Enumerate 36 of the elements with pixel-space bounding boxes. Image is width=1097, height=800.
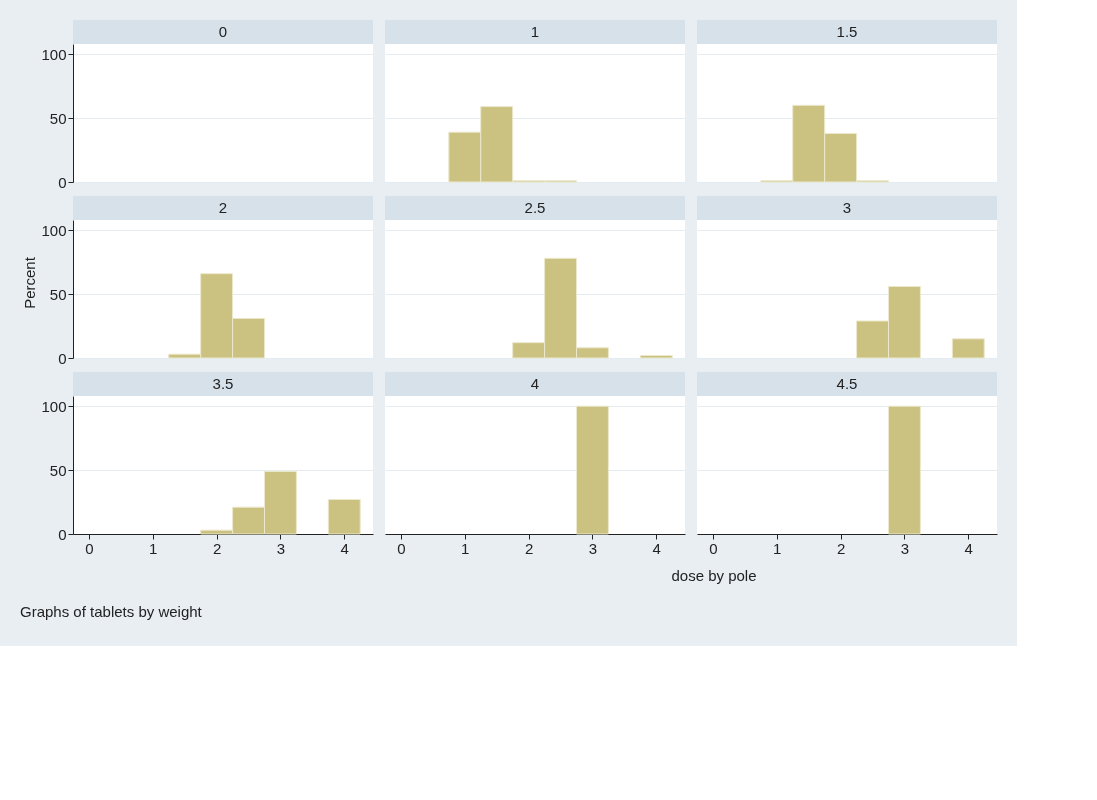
x-tick-label: 4	[652, 539, 661, 557]
x-tick-label: 4	[340, 539, 349, 557]
y-tick-label: 50	[49, 461, 67, 479]
y-tick-label: 0	[58, 173, 67, 191]
y-tick-label: 50	[49, 109, 67, 127]
chart-title: 1.5	[836, 23, 858, 40]
x-tick-label: 1	[461, 539, 470, 557]
y-tick-label: 100	[41, 221, 67, 239]
x-tick-label: 2	[212, 539, 222, 557]
x-tick-label: 0	[85, 539, 94, 557]
x-tick-label: 1	[773, 539, 782, 557]
x-tick-label: 0	[709, 539, 718, 557]
chart-title: 3	[842, 199, 852, 216]
text: Graphs of tablets by weight	[20, 603, 203, 620]
x-tick-label: 4	[964, 539, 973, 557]
x-tick-label: 3	[588, 539, 598, 557]
x-tick-label: 3	[900, 539, 910, 557]
chart-title: 2	[218, 199, 228, 216]
x-tick-label: 2	[524, 539, 534, 557]
y-tick-label: 100	[41, 45, 67, 63]
y-axis-title: Percent	[21, 256, 38, 309]
chart-title: 4.5	[836, 375, 858, 392]
x-axis-title: dose by pole	[671, 567, 757, 584]
y-tick-label: 0	[58, 525, 67, 543]
chart-title: 0	[218, 23, 228, 40]
chart-title: 3.5	[212, 375, 234, 392]
y-tick-label: 0	[58, 349, 67, 367]
chart-title: 1	[530, 23, 540, 40]
x-tick-label: 3	[276, 539, 286, 557]
x-tick-label: 2	[836, 539, 846, 557]
chart-title: 4	[530, 375, 540, 392]
x-tick-label: 0	[397, 539, 406, 557]
chart-title: 2.5	[524, 199, 546, 216]
y-tick-label: 100	[41, 397, 67, 415]
y-tick-label: 50	[49, 285, 67, 303]
x-tick-label: 1	[149, 539, 158, 557]
